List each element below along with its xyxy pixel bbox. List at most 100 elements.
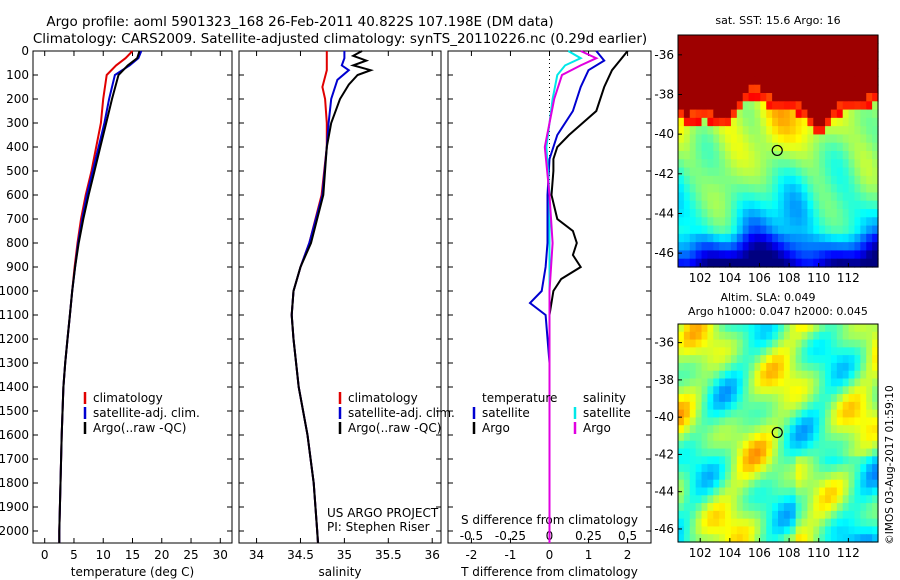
sst-cell xyxy=(766,84,773,94)
sst-cell xyxy=(778,258,785,268)
sst-cell xyxy=(778,93,785,102)
sst-cell xyxy=(707,209,714,218)
sst-cell xyxy=(742,192,750,202)
sla-cell xyxy=(766,401,773,411)
sla-cell xyxy=(701,401,709,411)
sla-cell xyxy=(725,339,732,348)
sla-cell xyxy=(830,324,838,333)
sst-cell xyxy=(866,159,873,169)
sla-cell xyxy=(683,362,691,372)
sla-cell xyxy=(830,331,838,341)
sla-cell xyxy=(748,534,756,543)
sla-cell xyxy=(683,534,691,543)
sst-cell xyxy=(742,117,750,127)
sst-cell xyxy=(778,68,785,78)
sla-cell xyxy=(789,503,797,512)
sla-cell xyxy=(707,479,714,489)
sst-cell xyxy=(754,51,761,61)
sla-cell xyxy=(707,324,714,333)
sst-cell xyxy=(678,51,685,61)
sst-cell xyxy=(683,76,691,86)
sla-cell xyxy=(825,534,832,543)
sla-cell xyxy=(854,347,861,356)
sst-cell xyxy=(748,167,756,177)
sst-cell xyxy=(830,59,838,69)
sal-legend-0-label: climatology xyxy=(348,391,418,405)
diff-series-1 xyxy=(548,50,629,543)
sst-cell xyxy=(778,184,785,194)
map-x-tick-label: 108 xyxy=(778,271,801,285)
sst-cell xyxy=(872,217,879,227)
sla-cell xyxy=(683,378,691,387)
sla-cell xyxy=(854,339,861,348)
sla-cell xyxy=(760,394,767,403)
sla-cell xyxy=(725,526,732,535)
sla-cell xyxy=(695,518,703,528)
sst-cell xyxy=(854,184,861,194)
sla-cell xyxy=(683,347,691,356)
sst-cell xyxy=(836,242,844,252)
sst-cell xyxy=(848,134,856,144)
sst-cell xyxy=(836,151,844,160)
sst-cell xyxy=(854,84,861,94)
sst-cell xyxy=(807,126,814,136)
depth-tick-label: 1800 xyxy=(0,476,29,490)
sla-cell xyxy=(795,526,803,535)
sal-series-2 xyxy=(290,50,374,544)
sla-cell xyxy=(701,347,709,356)
sst-cell xyxy=(772,167,779,177)
sla-cell xyxy=(772,347,779,356)
sst-cell xyxy=(701,200,709,210)
sla-cell xyxy=(742,464,750,473)
sla-cell xyxy=(783,471,791,481)
sst-cell xyxy=(801,142,809,152)
sst-cell xyxy=(872,93,879,102)
sla-cell xyxy=(719,409,726,419)
sst-cell xyxy=(866,184,873,194)
sst-cell xyxy=(848,233,856,243)
sst-cell xyxy=(742,126,750,136)
sst-cell xyxy=(683,184,691,194)
sla-cell xyxy=(719,331,726,341)
sst-cell xyxy=(801,134,809,144)
sst-cell xyxy=(813,175,820,185)
diff-series-3 xyxy=(543,50,599,543)
sst-cell xyxy=(872,225,879,235)
sla-cell xyxy=(825,456,832,465)
sla-cell xyxy=(789,487,797,496)
sla-cell xyxy=(819,495,826,504)
sst-cell xyxy=(848,35,856,44)
sla-cell xyxy=(760,386,767,395)
sla-cell xyxy=(719,510,726,520)
sla-cell xyxy=(860,433,867,442)
sla-cell xyxy=(854,448,861,457)
sst-cell xyxy=(719,167,726,177)
sla-cell xyxy=(719,464,726,473)
sla-cell xyxy=(689,417,697,426)
sla-cell xyxy=(789,362,797,372)
sst-cell xyxy=(789,76,797,86)
sst-cell xyxy=(736,51,744,61)
sla-cell xyxy=(713,347,720,356)
sst-cell xyxy=(701,109,709,119)
sla-cell xyxy=(854,495,861,504)
sst-cell xyxy=(766,59,773,69)
sst-cell xyxy=(760,126,767,136)
sst-cell xyxy=(813,192,820,202)
sst-cell xyxy=(707,200,714,210)
sla-cell xyxy=(683,526,691,535)
sla-cell xyxy=(854,487,861,496)
sla-cell xyxy=(748,471,756,481)
sla-cell xyxy=(736,425,744,434)
sla-cell xyxy=(825,503,832,512)
sla-cell xyxy=(836,324,844,333)
sla-cell xyxy=(713,471,720,481)
sla-cell xyxy=(778,534,785,543)
sst-cell xyxy=(701,84,709,94)
sst-cell xyxy=(772,225,779,235)
sla-cell xyxy=(836,425,844,434)
sla-cell xyxy=(795,425,803,434)
sst-cell xyxy=(801,209,809,218)
map-x-tick-label: 104 xyxy=(718,271,741,285)
sst-cell xyxy=(842,109,850,119)
